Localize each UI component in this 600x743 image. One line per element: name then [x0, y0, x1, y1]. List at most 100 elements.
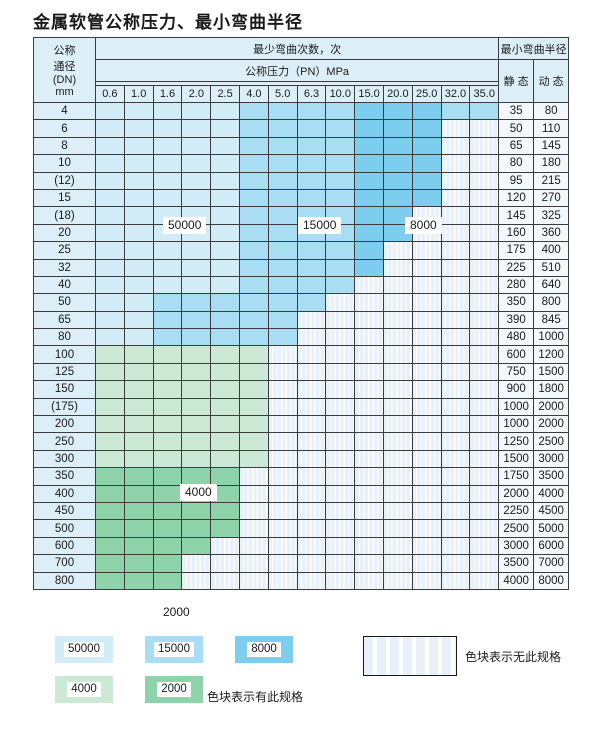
spec-cell [296, 293, 327, 312]
spec-cell [181, 310, 212, 330]
spec-cell [296, 101, 327, 121]
table-body: 4 35 80 6 50 110 8 65 145 10 80 180 (12) 95 215 15 120 27… [33, 101, 570, 590]
spec-cell [354, 415, 384, 434]
spec-cell [181, 380, 212, 399]
spec-cell [95, 293, 125, 312]
spec-cell [325, 415, 356, 434]
band-value-label: 8000 [405, 217, 442, 234]
table-row: 65 390 845 [33, 310, 570, 330]
spec-cell [440, 501, 471, 521]
spec-cell [210, 397, 240, 417]
spec-cell [354, 571, 384, 590]
table-row: 40 280 640 [33, 275, 570, 295]
spec-cell [325, 310, 356, 330]
spec-cell [440, 223, 471, 243]
spec-cell [325, 554, 356, 573]
spec-cell [210, 380, 240, 399]
spec-cell [382, 345, 413, 364]
spec-cell [354, 154, 384, 173]
spec-cell [440, 554, 471, 573]
spec-cell [469, 275, 500, 295]
spec-cell [152, 467, 183, 486]
spec-cell [210, 432, 240, 451]
bend-count-header: 最少弯曲次数，次 [94, 37, 500, 60]
spec-cell [411, 415, 442, 434]
pressure-header: 公称压力（PN）MPa [94, 59, 500, 82]
spec-cell [469, 501, 500, 521]
spec-cell [123, 432, 154, 451]
legend-swatch-label: 8000 [247, 642, 281, 657]
static-radius-cell: 2500 [498, 519, 535, 538]
spec-cell [238, 397, 269, 417]
spec-cell [411, 397, 442, 417]
static-radius-cell: 50 [498, 119, 535, 138]
table-row: 25 175 400 [33, 241, 570, 260]
spec-cell [267, 101, 298, 121]
table-row: 15 120 270 [33, 188, 570, 208]
spec-cell [238, 519, 269, 538]
spec-cell [382, 258, 413, 277]
table-row: 32 225 510 [33, 258, 570, 277]
dn-value-cell: 450 [33, 501, 96, 521]
static-radius-cell: 900 [498, 380, 535, 399]
spec-cell [210, 345, 240, 364]
spec-cell [210, 449, 240, 469]
dn-value-cell: 40 [33, 275, 96, 295]
dn-value-cell: 200 [33, 415, 96, 434]
spec-cell [238, 223, 269, 243]
spec-cell [181, 449, 212, 469]
spec-cell [181, 519, 212, 538]
dynamic-radius-cell: 270 [533, 188, 570, 208]
spec-cell [123, 310, 154, 330]
spec-cell [354, 328, 384, 347]
spec-cell [181, 397, 212, 417]
spec-cell [181, 501, 212, 521]
spec-cell [181, 554, 212, 573]
dn-value-cell: 150 [33, 380, 96, 399]
static-radius-cell: 1500 [498, 449, 535, 469]
spec-cell [296, 380, 327, 399]
no-spec-pattern-swatch [363, 636, 457, 676]
dynamic-radius-cell: 1200 [533, 345, 570, 364]
spec-cell [238, 310, 269, 330]
dn-value-cell: 250 [33, 432, 96, 451]
spec-cell [411, 119, 442, 138]
spec-cell [181, 467, 212, 486]
spec-cell [411, 554, 442, 573]
spec-cell [296, 119, 327, 138]
spec-cell [152, 241, 183, 260]
spec-cell [440, 154, 471, 173]
spec-cell [411, 536, 442, 556]
dynamic-radius-cell: 3000 [533, 449, 570, 469]
spec-cell [469, 467, 500, 486]
spec-cell [238, 501, 269, 521]
spec-cell [95, 328, 125, 347]
spec-cell [411, 275, 442, 295]
spec-cell [123, 362, 154, 382]
spec-cell [325, 519, 356, 538]
legend-swatch-50000: 50000 [55, 636, 113, 663]
pressure-tick-5.0: 5.0 [267, 85, 298, 103]
spec-cell [296, 467, 327, 486]
spec-cell [123, 258, 154, 277]
spec-cell [95, 206, 125, 225]
spec-cell [296, 328, 327, 347]
spec-cell [411, 467, 442, 486]
spec-cell [152, 258, 183, 277]
band-value-label: 15000 [298, 217, 342, 234]
dn-header-line-3: (DN) [52, 74, 77, 86]
spec-cell [354, 432, 384, 451]
spec-cell [354, 136, 384, 156]
spec-cell [95, 154, 125, 173]
spec-cell [267, 241, 298, 260]
spec-cell [354, 380, 384, 399]
spec-cell [411, 432, 442, 451]
spec-cell [440, 449, 471, 469]
spec-cell [325, 380, 356, 399]
spec-cell [267, 136, 298, 156]
spec-cell [152, 188, 183, 208]
static-radius-header: 静 态 [498, 59, 535, 103]
spec-cell [181, 241, 212, 260]
dn-value-cell: 15 [33, 188, 96, 208]
spec-cell [238, 432, 269, 451]
